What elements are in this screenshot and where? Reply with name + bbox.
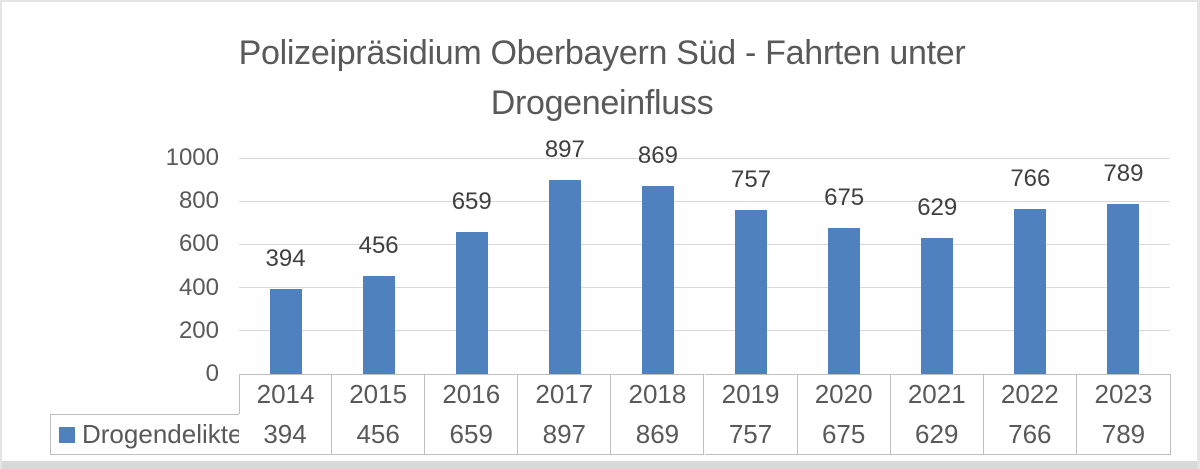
bottom-border-strip <box>2 461 1197 469</box>
bar-value-label: 869 <box>637 142 678 170</box>
bar-value-label: 394 <box>265 244 306 272</box>
bar-value-label: 766 <box>1010 164 1051 192</box>
bar-2016 <box>455 231 488 374</box>
table-year-cell: 2019 <box>704 374 798 415</box>
gridline <box>239 330 1170 332</box>
table-value-cell: 897 <box>518 414 612 455</box>
table-year-cell: 2020 <box>797 374 891 415</box>
table-value-cell: 456 <box>332 414 426 455</box>
chart-title: Polizeipräsidium Oberbayern Süd - Fahrte… <box>2 28 1197 128</box>
table-value-cell: 766 <box>983 414 1077 455</box>
bar-2015 <box>362 275 395 374</box>
table-value-cell: 394 <box>239 414 333 455</box>
bar-2021 <box>921 238 954 374</box>
bar-2018 <box>641 186 674 374</box>
table-value-cell: 659 <box>425 414 519 455</box>
table-value-cell: 629 <box>890 414 984 455</box>
bar-2017 <box>548 180 581 374</box>
y-axis-tick-label: 600 <box>178 230 219 258</box>
y-axis-tick-label: 400 <box>178 273 219 301</box>
legend-cell: Drogendelikte <box>50 414 243 455</box>
bar-2014 <box>269 288 302 374</box>
table-year-cell: 2021 <box>890 374 984 415</box>
bar-2019 <box>735 210 768 374</box>
table-value-cell: 757 <box>704 414 798 455</box>
y-axis-tick-label: 800 <box>178 187 219 215</box>
gridline <box>239 287 1170 289</box>
bar-value-label: 757 <box>731 166 772 194</box>
bar-2020 <box>828 228 861 374</box>
table-year-cell: 2017 <box>518 374 612 415</box>
bar-2023 <box>1107 203 1140 374</box>
gridline <box>239 243 1170 245</box>
table-year-cell: 2022 <box>983 374 1077 415</box>
bar-value-label: 456 <box>358 231 399 259</box>
y-axis-tick-label: 1000 <box>165 144 219 171</box>
legend-series-name: Drogendelikte <box>82 419 243 449</box>
bar-value-label: 675 <box>824 184 865 212</box>
bar-value-label: 897 <box>544 136 585 164</box>
chart-title-line1: Polizeipräsidium Oberbayern Süd - Fahrte… <box>238 34 966 72</box>
bar-value-label: 629 <box>917 194 958 222</box>
y-axis-tick-label: 0 <box>205 360 219 387</box>
table-year-cell: 2023 <box>1076 374 1171 415</box>
table-year-cell: 2014 <box>239 374 333 415</box>
bar-value-label: 659 <box>451 187 492 215</box>
table-year-cell: 2018 <box>611 374 705 415</box>
table-value-cell: 789 <box>1076 414 1171 455</box>
table-value-cell: 869 <box>611 414 705 455</box>
gridline <box>239 200 1170 202</box>
gridline <box>239 157 1170 159</box>
bar-value-label: 789 <box>1103 159 1144 187</box>
bar-2022 <box>1014 208 1047 374</box>
table-year-cell: 2016 <box>425 374 519 415</box>
table-value-cell: 675 <box>797 414 891 455</box>
legend-color-swatch-icon <box>59 426 75 443</box>
y-axis-tick-label: 200 <box>178 316 219 344</box>
chart-title-line2: Drogeneinfluss <box>490 84 714 122</box>
table-year-cell: 2015 <box>332 374 426 415</box>
